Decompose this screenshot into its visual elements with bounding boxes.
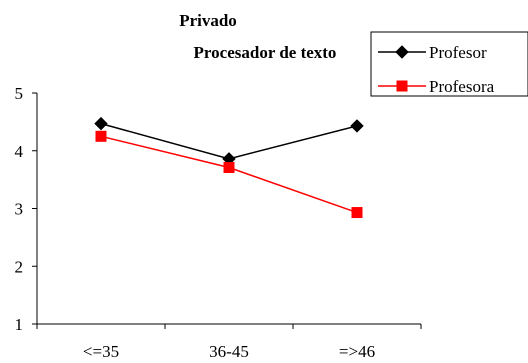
x-tick-label: 36-45 <box>209 342 249 361</box>
y-tick-label: 5 <box>15 84 24 103</box>
legend-item-profesora: Profesora <box>378 77 495 96</box>
data-point-profesor <box>350 119 364 133</box>
series-layer <box>94 116 364 219</box>
series-line-profesora <box>100 135 358 214</box>
y-tick-label: 1 <box>15 315 24 334</box>
series-profesora <box>95 130 363 219</box>
y-tick-label: 4 <box>15 142 24 161</box>
legend-item-profesor: Profesor <box>378 43 487 62</box>
y-ticks: 1 2 3 4 5 <box>15 84 37 334</box>
y-tick-label: 2 <box>15 257 24 276</box>
legend-marker <box>395 45 409 59</box>
chart-title: Privado Procesador de texto <box>179 11 336 62</box>
legend-label: Profesora <box>429 77 495 96</box>
series-profesor <box>94 116 364 166</box>
x-tick-label: <=35 <box>83 342 119 361</box>
legend-label: Profesor <box>429 43 487 62</box>
data-point-profesor <box>94 116 108 131</box>
chart-title-line-1: Privado <box>179 11 237 30</box>
axes <box>36 93 421 325</box>
x-tick-label: =>46 <box>339 342 375 361</box>
legend: Profesor Profesora <box>370 31 528 97</box>
chart-title-line-2: Procesador de texto <box>194 43 337 62</box>
data-point-profesora <box>95 130 107 142</box>
data-point-profesora <box>351 207 363 219</box>
y-tick-label: 3 <box>15 200 24 219</box>
data-point-profesora <box>223 161 235 173</box>
legend-marker <box>396 80 408 92</box>
x-ticks: <=35 36-45 =>46 <box>36 324 422 361</box>
